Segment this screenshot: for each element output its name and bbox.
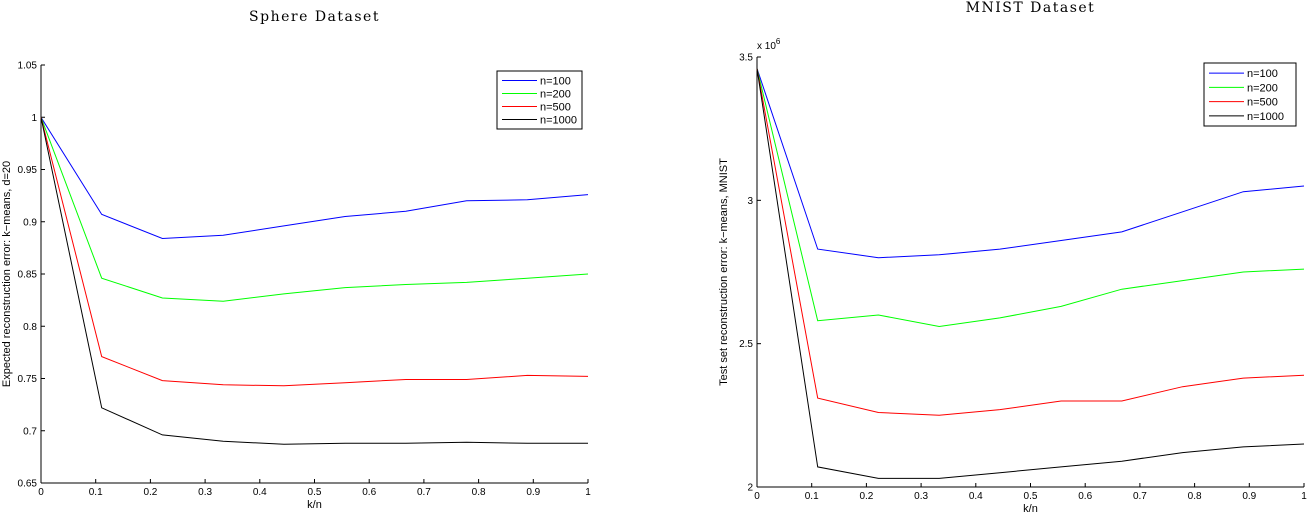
y-tick-label: 1 (31, 113, 37, 124)
series-line-n-1000 (756, 68, 1305, 479)
legend-entry: n=1000 (540, 115, 577, 127)
series-line-n-500 (40, 117, 589, 387)
x-tick-label: 0.1 (89, 487, 103, 498)
legend-entry: n=1000 (1247, 111, 1284, 123)
y-tick-label: 2 (747, 483, 753, 494)
x-tick-label: 0 (38, 487, 44, 498)
x-tick-label: 0.9 (526, 487, 540, 498)
x-tick-label: 0.4 (969, 491, 983, 502)
x-tick-label: 0.2 (143, 487, 157, 498)
y-axis-label: Test set reconstruction error: k−means, … (718, 158, 730, 386)
legend-entry: n=100 (1247, 68, 1278, 80)
y-tick-label: 3.5 (739, 53, 753, 64)
y-tick-label: 1.05 (18, 61, 38, 72)
x-tick-label: 0.3 (198, 487, 212, 498)
y-axis-label: Expected reconstruction error: k−means, … (1, 161, 13, 387)
y-tick-label: 0.7 (23, 426, 37, 437)
x-axis-label: k/n (1023, 503, 1038, 515)
y-tick-label: 3 (747, 196, 753, 207)
legend-entry: n=200 (1247, 82, 1278, 94)
x-tick-label: 0 (754, 491, 760, 502)
x-tick-label: 0.9 (1242, 491, 1256, 502)
series-line-n-200 (756, 68, 1305, 328)
legend-entry: n=200 (540, 89, 571, 101)
x-tick-label: 0.8 (1188, 491, 1202, 502)
legend-entry: n=500 (540, 102, 571, 114)
y-tick-label: 0.9 (23, 217, 37, 228)
x-tick-label: 0.1 (805, 491, 819, 502)
chart-title: Sphere Dataset (249, 9, 380, 25)
y-tick-label: 0.8 (23, 322, 37, 333)
x-tick-label: 0.3 (914, 491, 928, 502)
x-tick-label: 1 (1301, 491, 1307, 502)
series-line-n-500 (756, 68, 1305, 416)
series-line-n-100 (40, 117, 589, 240)
x-tick-label: 0.5 (308, 487, 322, 498)
x-tick-label: 0.7 (417, 487, 431, 498)
x-tick-label: 0.5 (1024, 491, 1038, 502)
x-tick-label: 1 (585, 487, 591, 498)
x-tick-label: 0.7 (1133, 491, 1147, 502)
x-tick-label: 0.6 (362, 487, 376, 498)
y-tick-label: 0.85 (18, 270, 38, 281)
chart-panel-1: MNIST Dataset 0 0.1 0.2 0.3 0.4 0.5 0.6 0.7 0.8 0.… (718, 0, 1307, 515)
x-tick-label: 0.8 (472, 487, 486, 498)
y-tick-label: 0.75 (18, 374, 38, 385)
legend-entry: n=500 (1247, 97, 1278, 109)
y-multiplier: x 106 (757, 37, 781, 52)
x-tick-label: 0.2 (859, 491, 873, 502)
series-line-n-200 (40, 117, 589, 302)
y-tick-label: 2.5 (739, 339, 753, 350)
legend: n=100 n=200 n=500 n=1000 (1203, 62, 1297, 127)
y-tick-label: 0.95 (18, 165, 38, 176)
series-line-n-100 (756, 68, 1305, 259)
series-line-n-1000 (40, 117, 588, 445)
y-tick-label: 0.65 (18, 479, 38, 490)
x-axis-label: k/n (307, 499, 322, 511)
legend-entry: n=100 (540, 76, 571, 88)
chart-panel-0: Sphere Dataset 0 0.1 0.2 0.3 0.4 0.5 0.6 0.7 0.8 0… (1, 9, 591, 511)
x-tick-label: 0.4 (253, 487, 267, 498)
chart-title: MNIST Dataset (966, 0, 1096, 16)
x-tick-label: 0.6 (1078, 491, 1092, 502)
